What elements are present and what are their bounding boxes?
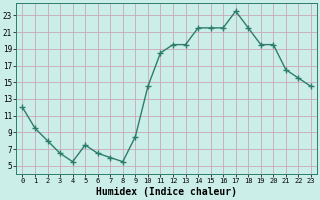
X-axis label: Humidex (Indice chaleur): Humidex (Indice chaleur) (96, 187, 237, 197)
